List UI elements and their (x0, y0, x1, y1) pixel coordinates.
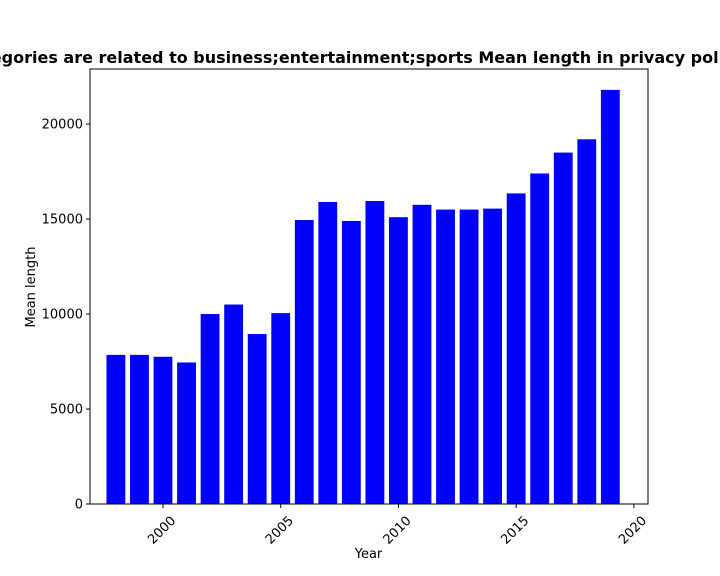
bar-2011 (412, 204, 432, 504)
y-tick-label: 20000 (42, 118, 83, 133)
bar-2018 (577, 139, 597, 504)
bar-2019 (600, 89, 620, 504)
x-tick-label: 2015 (498, 514, 532, 548)
y-tick-label: 0 (75, 498, 83, 513)
bar-2014 (483, 208, 503, 504)
bar-1999 (130, 354, 149, 504)
bar-2005 (271, 313, 291, 504)
chart-title: Categories are related to business;enter… (0, 48, 720, 67)
y-tick-label: 5000 (50, 403, 83, 418)
x-axis-ticks: 2000 2005 2010 2015 2020 (145, 504, 650, 548)
y-axis-label: Mean length (24, 247, 39, 328)
x-axis-label: Year (354, 547, 383, 562)
x-tick-label: 2020 (616, 514, 650, 548)
bar-2007 (318, 201, 338, 505)
bar-2003 (224, 304, 244, 504)
x-tick-label: 2000 (145, 514, 179, 548)
bar-2008 (341, 220, 361, 504)
bar-2013 (459, 209, 479, 504)
bar-2001 (177, 362, 196, 504)
bar-2004 (247, 333, 267, 504)
bar-2012 (436, 209, 455, 504)
bar-2000 (153, 356, 173, 504)
bar-2017 (553, 152, 573, 504)
bar-2016 (530, 173, 550, 504)
bar-2010 (389, 217, 408, 504)
bar-1998 (106, 354, 126, 504)
bar-2006 (294, 220, 314, 504)
x-tick-label: 2010 (381, 514, 415, 548)
bars-group (106, 89, 620, 505)
bar-2015 (506, 193, 526, 505)
plot-frame (89, 68, 649, 505)
y-tick-label: 10000 (42, 308, 83, 323)
bar-2009 (365, 201, 385, 504)
y-tick-label: 15000 (42, 213, 83, 228)
x-tick-label: 2005 (263, 514, 297, 548)
y-axis-ticks: 0 5000 10000 15000 20000 (42, 118, 90, 513)
bar-2002 (200, 314, 220, 504)
